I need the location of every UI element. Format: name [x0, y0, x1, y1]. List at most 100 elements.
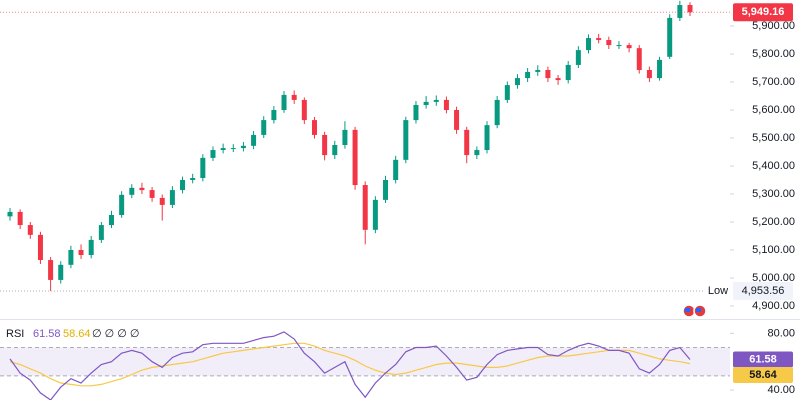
candle-body — [454, 110, 460, 130]
candle-body — [108, 214, 114, 226]
candle-body — [190, 178, 196, 180]
rsi-legend-extra: ∅ ∅ ∅ ∅ — [92, 328, 140, 340]
candle-body — [311, 120, 317, 135]
candle-body — [433, 99, 439, 102]
low-name: Low — [708, 285, 728, 297]
rsi-band — [0, 347, 730, 376]
candle-body — [403, 120, 409, 160]
candle-body — [443, 99, 449, 111]
candle-body — [383, 179, 389, 200]
y-tick-label: 80.00 — [767, 327, 795, 339]
y-tick-label: 5,600.00 — [752, 104, 795, 116]
candle-body — [606, 40, 612, 46]
price-label-box — [733, 3, 793, 22]
candle-body — [159, 197, 165, 205]
candle-body — [322, 134, 328, 156]
y-tick-label: 5,300.00 — [752, 188, 795, 200]
y-tick-label: 5,000.00 — [752, 272, 795, 284]
candle-body — [180, 179, 186, 191]
rsi-legend-value: 61.58 — [33, 328, 61, 340]
rsi-value-box — [733, 367, 793, 383]
y-tick-label: 40.00 — [767, 384, 795, 396]
candle-body — [352, 129, 358, 186]
y-tick-label: 5,500.00 — [752, 132, 795, 144]
candle-body — [281, 94, 287, 111]
candle-body — [169, 190, 175, 205]
candle-body — [78, 249, 84, 256]
rsi-title: RSI — [6, 328, 24, 340]
rsi-ma-legend-value: 58.64 — [63, 328, 91, 340]
price-label: 5,949.16 — [742, 6, 785, 18]
candle-body — [586, 38, 592, 51]
candle-body — [484, 125, 490, 151]
y-tick-label: 5,100.00 — [752, 244, 795, 256]
candle-body — [464, 129, 470, 156]
rsi-value-box — [733, 351, 793, 368]
candle-body — [68, 249, 74, 265]
candle-body — [342, 129, 348, 146]
candle-body — [545, 69, 551, 79]
candle-body — [98, 225, 104, 240]
candle-body — [129, 187, 135, 195]
candle-body — [535, 69, 541, 72]
candle-body — [393, 159, 399, 180]
candle-body — [37, 234, 43, 261]
candle-body — [657, 59, 663, 79]
rsi-value-label: 58.64 — [749, 369, 777, 381]
candle-body — [687, 5, 693, 13]
candle-body — [565, 64, 571, 81]
candle-body — [119, 194, 125, 215]
candle-body — [646, 69, 652, 79]
candle-body — [301, 99, 307, 121]
candle-body — [200, 157, 206, 179]
candle-body — [514, 78, 520, 86]
rsi-line — [9, 331, 691, 400]
candle-body — [88, 239, 94, 256]
candle-body — [291, 94, 297, 100]
candle-body — [626, 45, 632, 49]
y-tick-label: 5,700.00 — [752, 76, 795, 88]
candle-body — [372, 199, 378, 230]
candle-body — [210, 150, 216, 158]
candle-body — [58, 264, 64, 280]
candle-body — [616, 45, 622, 47]
candle-body — [596, 38, 602, 41]
rsi-value-label: 61.58 — [749, 353, 777, 365]
candle-body — [251, 134, 257, 146]
candle-body — [494, 99, 500, 126]
candle-body — [677, 5, 683, 18]
candle-body — [27, 225, 33, 235]
candle-body — [423, 101, 429, 105]
candle-body — [271, 110, 277, 121]
candle-body — [555, 78, 561, 81]
candle-body — [504, 85, 510, 100]
candle-body — [525, 71, 531, 79]
rsi-line — [9, 342, 691, 387]
low-name-box — [703, 281, 733, 300]
y-tick-label: 5,400.00 — [752, 160, 795, 172]
y-tick-label: 5,800.00 — [752, 48, 795, 60]
candle-body — [362, 185, 368, 230]
candle-body — [17, 211, 23, 226]
candle-body — [332, 145, 338, 156]
candle-body — [240, 145, 246, 149]
candle-body — [261, 120, 267, 135]
y-tick-label: 5,900.00 — [752, 20, 795, 32]
candle-body — [636, 48, 642, 70]
low-label-box — [733, 281, 793, 300]
y-tick-label: 5,200.00 — [752, 216, 795, 228]
candle-body — [413, 104, 419, 121]
candle-body — [230, 148, 236, 150]
candle-body — [474, 150, 480, 156]
candle-body — [48, 260, 54, 280]
candle-body — [139, 187, 145, 191]
flag-icons — [682, 304, 707, 318]
candle-body — [7, 211, 13, 217]
candle-body — [575, 50, 581, 65]
candle-body — [149, 190, 155, 198]
y-tick-label: 4,900.00 — [752, 300, 795, 312]
candle-body — [220, 148, 226, 151]
low-label: 4,953.56 — [742, 285, 785, 297]
candle-body — [667, 17, 673, 57]
